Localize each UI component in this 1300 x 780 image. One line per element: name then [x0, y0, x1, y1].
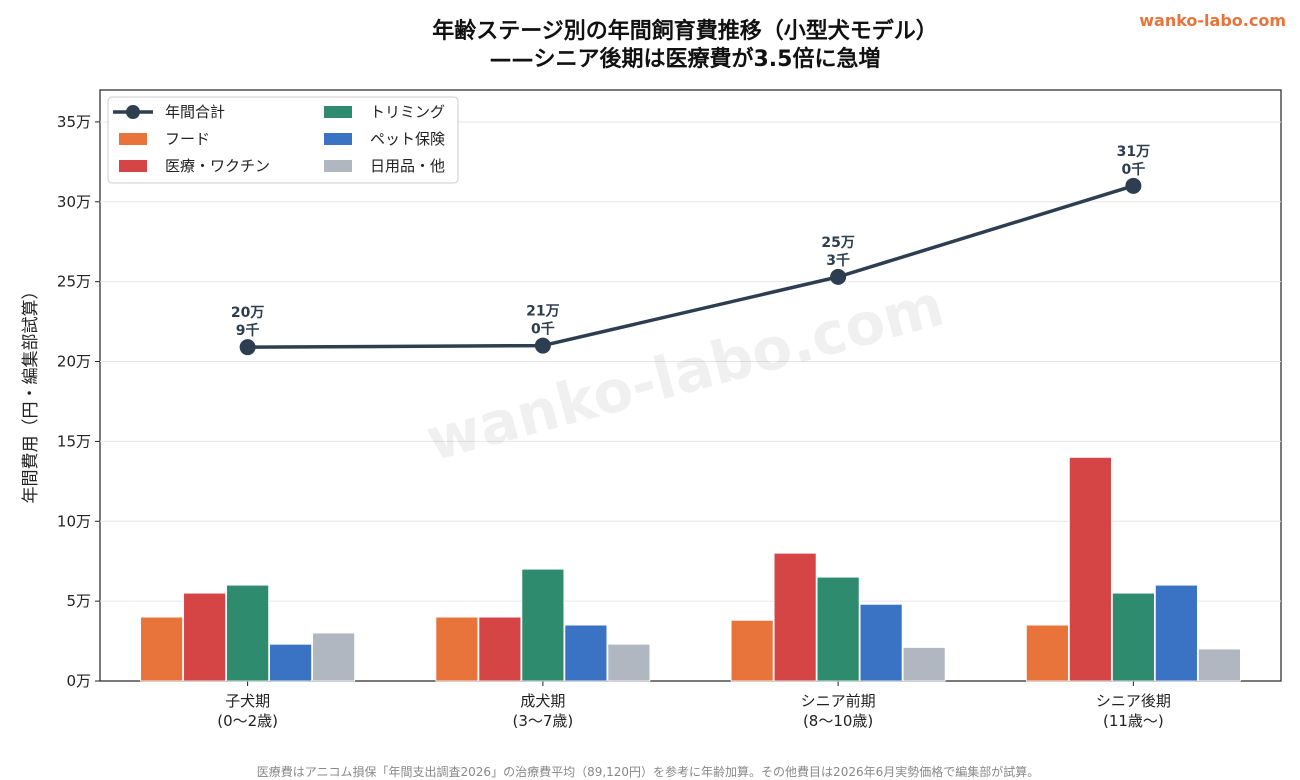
y-tick-label: 35万 [57, 113, 91, 131]
bar-medical [1068, 456, 1112, 682]
total-value-sublabel: 3千 [826, 252, 850, 269]
total-point [534, 337, 551, 354]
legend-swatch-food [119, 133, 147, 145]
total-value-sublabel: 0千 [531, 321, 555, 338]
total-value-label: 20万 [231, 305, 264, 321]
bar-insurance [859, 603, 903, 682]
legend-swatch-trimming [324, 106, 352, 118]
legend-label: フード [165, 130, 210, 148]
y-tick-label: 15万 [57, 432, 91, 450]
x-tick-label: 子犬期 [225, 692, 270, 710]
bar-food [140, 616, 184, 682]
legend-swatch-supplies [324, 160, 352, 172]
bar-supplies [1197, 648, 1241, 682]
legend-label: 医療・ワクチン [165, 157, 270, 175]
y-tick-label: 0万 [66, 672, 91, 690]
bar-supplies [607, 643, 651, 682]
legend-label: トリミング [370, 103, 445, 121]
legend-label: 年間合計 [165, 103, 225, 121]
total-value-label: 31万 [1117, 144, 1150, 160]
total-line [247, 184, 1134, 349]
total-point [1125, 177, 1142, 194]
bar-insurance [1154, 584, 1198, 682]
bar-trimming [1111, 592, 1155, 682]
bar-insurance [564, 624, 608, 682]
bar-food [730, 619, 774, 682]
bar-medical [478, 616, 522, 682]
x-tick-label: シニア前期 [801, 692, 876, 710]
x-tick-sublabel: (3〜7歳) [512, 712, 573, 730]
bar-trimming [226, 584, 270, 682]
x-tick-label: 成犬期 [520, 692, 565, 710]
y-tick-label: 25万 [57, 273, 91, 291]
legend-label: ペット保険 [370, 130, 445, 148]
total-value-sublabel: 0千 [1122, 161, 1146, 178]
total-point [830, 268, 847, 285]
x-tick-label: シニア後期 [1096, 692, 1171, 710]
y-tick-label: 20万 [57, 353, 91, 371]
legend-label: 日用品・他 [370, 157, 445, 175]
footer-note: 医療費はアニコム損保「年間支出調査2026」の治療費平均（89,120円）を参考… [257, 764, 1039, 779]
y-tick-label: 10万 [57, 512, 91, 530]
bar-supplies [312, 632, 356, 682]
bar-supplies [902, 647, 946, 682]
total-value-label: 25万 [821, 235, 854, 251]
bar-medical [183, 592, 227, 682]
chart-title-line1: 年齢ステージ別の年間飼育費推移（小型犬モデル） [432, 18, 938, 44]
y-tick-label: 5万 [66, 592, 91, 610]
x-tick-sublabel: (0〜2歳) [217, 712, 278, 730]
y-tick-label: 30万 [57, 193, 91, 211]
legend-swatch-medical [119, 160, 147, 172]
brand-label: wanko-labo.com [1139, 11, 1286, 30]
bar-trimming [816, 576, 860, 682]
bar-food [435, 616, 479, 682]
total-value-sublabel: 9千 [236, 322, 260, 339]
bar-food [1025, 624, 1069, 682]
legend-swatch-marker [126, 105, 140, 119]
chart-title-line2: ——シニア後期は医療費が3.5倍に急増 [490, 46, 881, 72]
bar-trimming [521, 568, 565, 682]
bar-medical [773, 552, 817, 682]
total-value-label: 21万 [526, 304, 559, 320]
bar-insurance [269, 643, 313, 682]
x-tick-sublabel: (11歳〜) [1103, 712, 1164, 730]
x-tick-sublabel: (8〜10歳) [803, 712, 873, 730]
y-axis-label: 年間費用（円・編集部試算） [21, 283, 41, 504]
legend-box [107, 96, 459, 184]
legend-swatch-insurance [324, 133, 352, 145]
total-point [239, 339, 256, 356]
